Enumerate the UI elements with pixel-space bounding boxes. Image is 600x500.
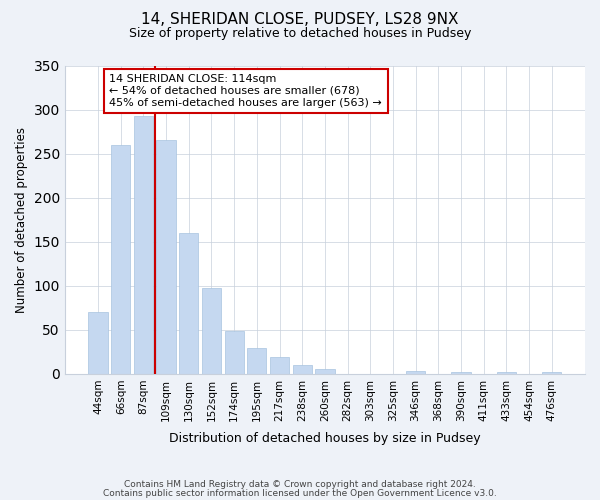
Bar: [224, 330, 244, 374]
Bar: [293, 365, 312, 374]
Bar: [451, 372, 470, 374]
Bar: [406, 372, 425, 374]
Bar: [542, 372, 562, 374]
Bar: [202, 288, 221, 374]
Bar: [179, 233, 199, 374]
Y-axis label: Number of detached properties: Number of detached properties: [15, 126, 28, 312]
Bar: [111, 145, 130, 374]
Bar: [88, 312, 108, 374]
Text: Contains public sector information licensed under the Open Government Licence v3: Contains public sector information licen…: [103, 488, 497, 498]
Text: Contains HM Land Registry data © Crown copyright and database right 2024.: Contains HM Land Registry data © Crown c…: [124, 480, 476, 489]
Bar: [157, 140, 176, 374]
Text: 14, SHERIDAN CLOSE, PUDSEY, LS28 9NX: 14, SHERIDAN CLOSE, PUDSEY, LS28 9NX: [141, 12, 459, 28]
Bar: [270, 357, 289, 374]
Bar: [497, 372, 516, 374]
Bar: [134, 116, 153, 374]
Text: 14 SHERIDAN CLOSE: 114sqm
← 54% of detached houses are smaller (678)
45% of semi: 14 SHERIDAN CLOSE: 114sqm ← 54% of detac…: [109, 74, 382, 108]
Bar: [315, 368, 335, 374]
Text: Size of property relative to detached houses in Pudsey: Size of property relative to detached ho…: [129, 28, 471, 40]
Bar: [247, 348, 266, 374]
X-axis label: Distribution of detached houses by size in Pudsey: Distribution of detached houses by size …: [169, 432, 481, 445]
